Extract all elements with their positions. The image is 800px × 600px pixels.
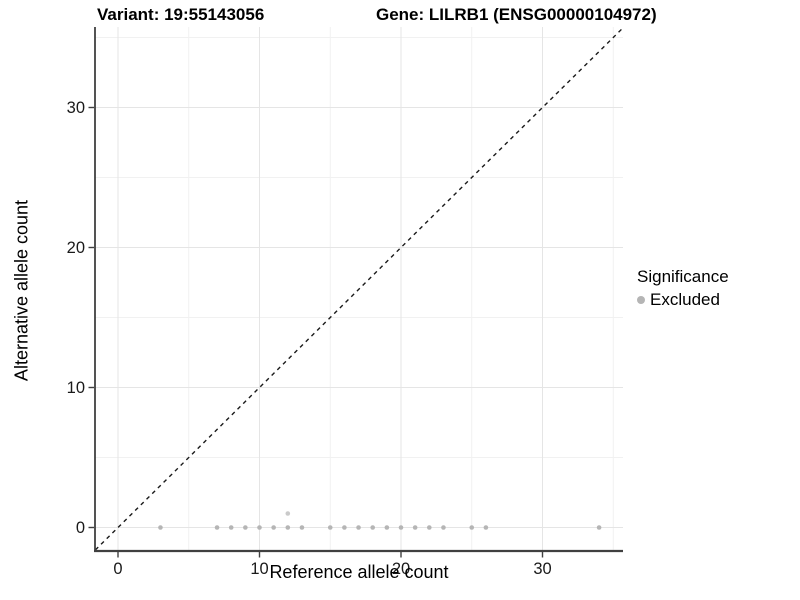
legend-item-excluded: Excluded <box>637 290 729 310</box>
data-point <box>469 525 475 530</box>
data-point <box>285 511 291 516</box>
x-tick-label: 30 <box>533 560 551 578</box>
data-point <box>243 525 248 530</box>
variant-title: Variant: 19:55143056 <box>97 5 265 24</box>
legend-item-label: Excluded <box>650 290 720 309</box>
data-point <box>257 525 262 530</box>
x-tick-label: 0 <box>113 560 122 578</box>
data-point <box>441 525 446 530</box>
excluded-point-icon <box>637 296 645 304</box>
y-tick-label: 30 <box>67 99 85 117</box>
data-point <box>299 525 305 530</box>
y-tick-label: 0 <box>76 519 85 537</box>
gene-title: Gene: LILRB1 (ENSG00000104972) <box>376 5 657 24</box>
y-tick-label: 20 <box>67 239 85 257</box>
data-point <box>228 525 234 530</box>
data-point <box>271 525 276 530</box>
data-point <box>158 525 163 530</box>
identity-line <box>94 27 624 551</box>
y-tick-label: 10 <box>67 379 85 397</box>
x-tick-label: 20 <box>392 560 410 578</box>
data-point <box>370 525 376 530</box>
data-point <box>596 525 602 530</box>
legend: Significance Excluded <box>637 267 729 310</box>
data-point <box>327 525 333 530</box>
data-point <box>398 525 404 530</box>
data-point <box>285 525 291 530</box>
data-point <box>427 525 432 530</box>
data-point <box>384 525 390 530</box>
data-point <box>356 525 361 530</box>
data-point <box>412 525 418 530</box>
x-tick-label: 10 <box>250 560 268 578</box>
data-point <box>342 525 347 530</box>
legend-title: Significance <box>637 267 729 286</box>
x-axis-title: Reference allele count <box>269 562 449 582</box>
data-point <box>483 525 489 530</box>
data-point <box>214 525 220 530</box>
